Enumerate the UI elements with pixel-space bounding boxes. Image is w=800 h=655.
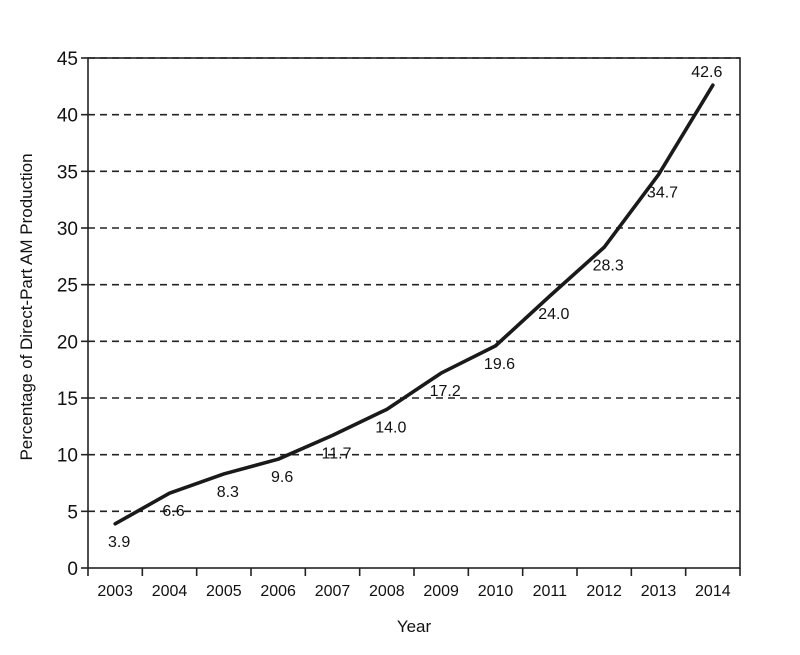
x-tick-label: 2014 [695, 583, 731, 600]
data-label: 11.7 [322, 445, 352, 462]
y-tick-label: 15 [57, 389, 78, 410]
y-tick-label: 25 [57, 276, 78, 297]
series-line [113, 83, 715, 526]
plot-frame [87, 57, 741, 569]
y-tick-label: 40 [57, 106, 78, 127]
x-tick-label: 2008 [369, 583, 405, 600]
y-tick-label: 30 [57, 219, 78, 240]
data-label: 17.2 [430, 383, 461, 400]
y-tick-label: 45 [57, 49, 78, 70]
data-label: 28.3 [593, 257, 624, 274]
data-label: 8.3 [217, 484, 239, 501]
x-tick-label: 2013 [641, 583, 677, 600]
y-axis-title: Percentage of Direct-Part AM Production [17, 153, 36, 460]
gridlines [88, 57, 740, 513]
x-tick-label: 2003 [97, 583, 133, 600]
data-label: 9.6 [271, 469, 293, 486]
data-label: 42.6 [691, 64, 722, 81]
x-tick-label: 2009 [423, 583, 459, 600]
data-label: 24.0 [538, 306, 569, 323]
y-tick-label: 10 [57, 446, 78, 467]
axes [87, 57, 741, 569]
y-axis-ticks: 0 5 10 15 20 25 30 35 40 45 [57, 49, 88, 580]
y-tick-label: 5 [67, 502, 78, 523]
series [113, 83, 715, 526]
data-label: 6.6 [162, 503, 184, 520]
x-tick-label: 2004 [152, 583, 188, 600]
x-tick-label: 2010 [478, 583, 514, 600]
data-label: 14.0 [375, 419, 406, 436]
data-labels: 3.9 6.6 8.3 9.6 11.7 14.0 17.2 19.6 24.0 28.3 34.7… [108, 64, 722, 551]
y-tick-label: 35 [57, 162, 78, 183]
y-tick-label: 0 [67, 559, 78, 580]
data-label: 19.6 [484, 356, 515, 373]
x-tick-label: 2005 [206, 583, 242, 600]
data-label: 34.7 [647, 185, 678, 202]
x-tick-label: 2006 [260, 583, 296, 600]
x-tick-label: 2011 [533, 583, 568, 600]
y-tick-label: 20 [57, 332, 78, 353]
x-axis-ticks: 2003 2004 2005 2006 2007 2008 2009 2010 2011 2012… [87, 568, 741, 600]
x-tick-label: 2007 [315, 583, 351, 600]
data-label: 3.9 [108, 534, 130, 551]
x-axis-title: Year [397, 617, 432, 636]
x-tick-label: 2012 [586, 583, 622, 600]
